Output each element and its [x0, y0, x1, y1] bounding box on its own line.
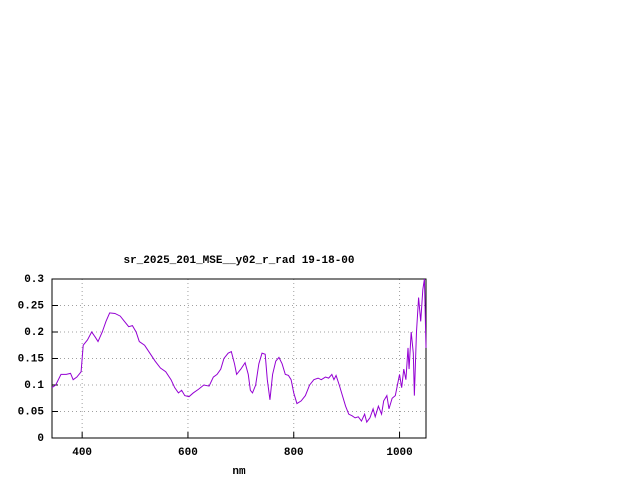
chart-title: sr_2025_201_MSE__y02_r_rad 19-18-00 — [123, 255, 354, 267]
y-tick-label: 0.2 — [24, 327, 44, 339]
x-tick-label: 600 — [178, 447, 198, 459]
x-tick-label: 400 — [72, 447, 92, 459]
y-tick-label: 0.05 — [18, 406, 45, 418]
y-tick-label: 0 — [37, 433, 44, 445]
y-tick-label: 0.1 — [24, 380, 44, 392]
x-tick-label: 1000 — [386, 447, 412, 459]
plot-frame — [51, 278, 427, 439]
x-tick-label: 800 — [284, 447, 304, 459]
data-line — [51, 278, 427, 424]
x-axis-label: nm — [232, 466, 246, 478]
y-tick-label: 0.3 — [24, 274, 44, 286]
y-tick-label: 0.15 — [18, 353, 45, 365]
y-tick-label: 0.25 — [18, 300, 45, 312]
